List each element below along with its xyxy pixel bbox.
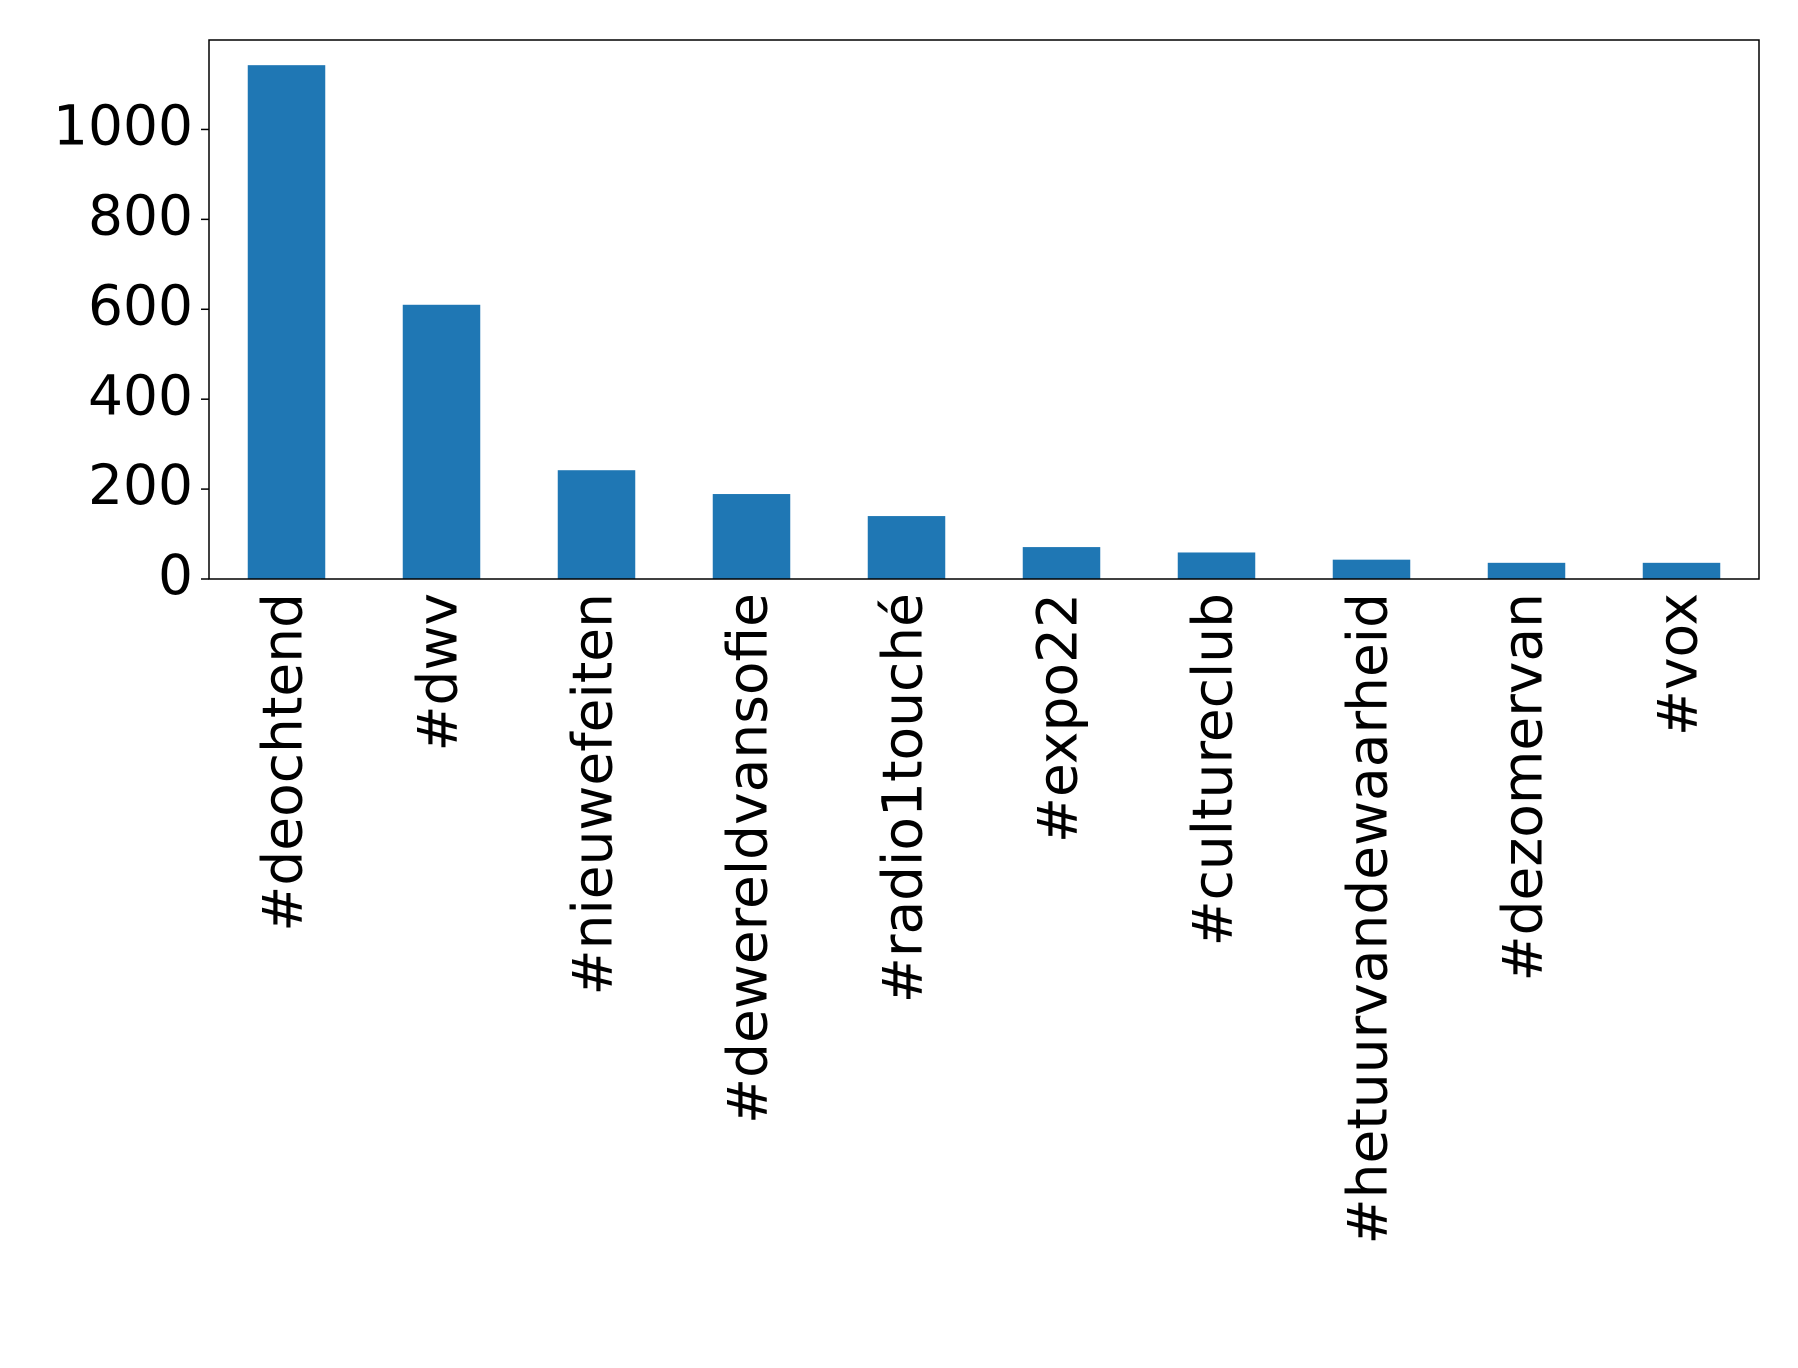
x-tick-label: #deochtend	[251, 593, 315, 932]
bar	[1022, 547, 1101, 579]
bar	[247, 65, 326, 579]
x-tick-label: #vox	[1646, 593, 1710, 736]
x-tick-label: #radio1touché	[871, 593, 935, 1003]
x-tick-label: #dwv	[406, 593, 470, 752]
x-tick-label: #nieuwefeiten	[561, 593, 625, 995]
y-tick-label: 200	[88, 453, 193, 517]
bar	[557, 470, 636, 579]
bar	[1487, 562, 1566, 579]
bar	[1177, 552, 1256, 579]
bar	[867, 516, 946, 579]
y-tick-label: 600	[88, 273, 193, 337]
x-tick-label: #expo22	[1026, 593, 1090, 843]
y-tick-label: 400	[88, 363, 193, 427]
y-tick-label: 800	[88, 184, 193, 248]
bar	[1642, 562, 1721, 579]
x-tick-label: #dewereldvansofie	[716, 593, 780, 1124]
y-tick-label: 0	[158, 543, 193, 607]
x-tick-label: #hetuurvandewaarheid	[1336, 593, 1400, 1244]
plot-frame	[208, 39, 1760, 580]
bar	[1332, 559, 1411, 579]
bar	[712, 494, 791, 579]
bar	[402, 304, 481, 579]
x-tick-label: #dezomervan	[1491, 593, 1555, 982]
x-tick-label: #cultureclub	[1181, 593, 1245, 946]
y-tick-label: 1000	[53, 94, 193, 158]
